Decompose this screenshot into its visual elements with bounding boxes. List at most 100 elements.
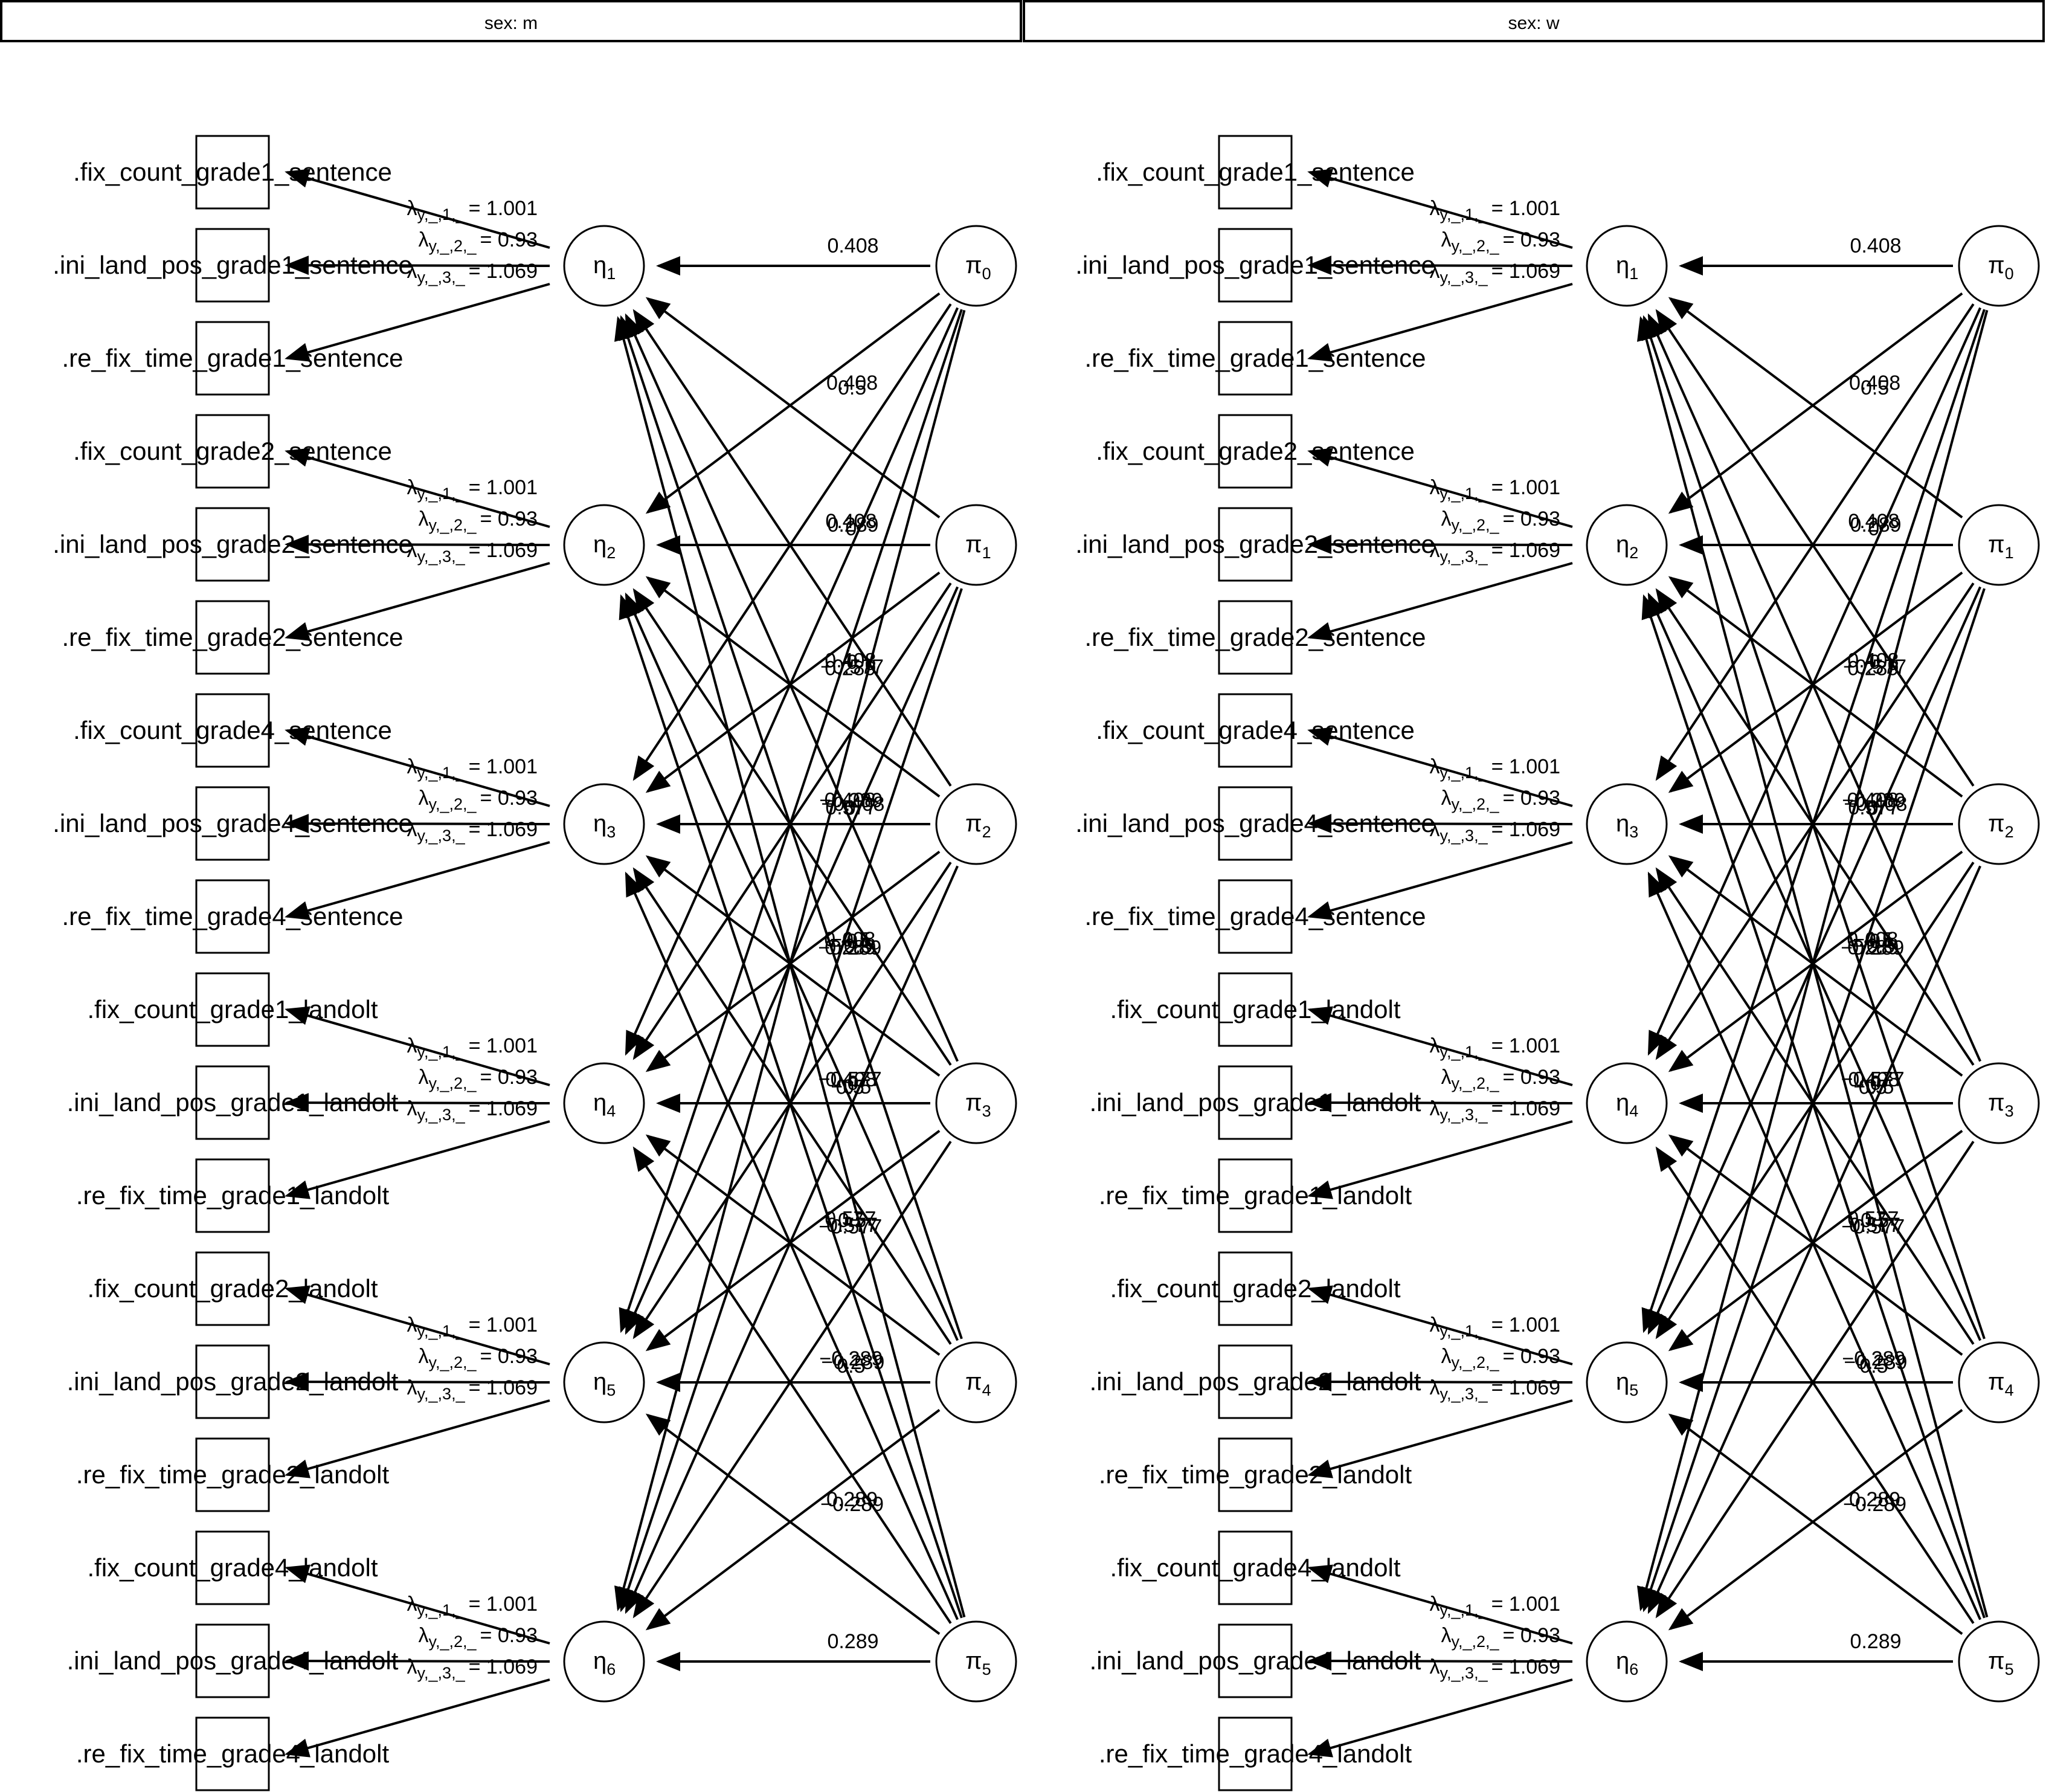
coef-label: 0.289 <box>1850 1630 1901 1653</box>
observed-label: .fix_count_grade1_sentence <box>1096 158 1415 186</box>
coef-label: 0.5 <box>838 376 866 399</box>
coef-label: 0.577 <box>1849 1214 1900 1237</box>
panel-1: sex: m .fix_count_grade1_sentence .ini_lan… <box>0 0 1022 1791</box>
coef-label: −0.408 <box>1844 793 1908 816</box>
loading-arrow <box>285 562 550 641</box>
loading-label: λy,_,2,_ = 0.93 <box>418 787 538 813</box>
pi-label: π2 <box>965 810 991 841</box>
coef-label: −0.577 <box>1841 1068 1905 1091</box>
pi-eta-arrow <box>614 316 966 1618</box>
pi-eta-arrow <box>1668 1129 1963 1352</box>
observed-box <box>195 600 270 675</box>
pi-eta-arrow <box>625 313 959 1062</box>
pi-node <box>1958 504 2040 586</box>
observed-label: .re_fix_time_grade2_sentence <box>1084 623 1426 651</box>
pi-eta-arrow <box>632 862 952 1339</box>
pi-eta-arrow <box>625 307 959 1056</box>
loading-label: λy,_,2,_ = 0.93 <box>1441 1624 1560 1651</box>
eta-label: η2 <box>593 531 616 562</box>
pi-label: π3 <box>965 1089 991 1120</box>
observed-label: .fix_count_grade1_landolt <box>1110 995 1400 1023</box>
pi-eta-arrow <box>1668 576 1963 798</box>
coef-label: 0.408 <box>827 234 878 257</box>
observed-box <box>195 972 270 1047</box>
pi-eta-arrow <box>1668 297 1963 519</box>
edges <box>285 169 966 1758</box>
coef-label: 0.289 <box>1847 657 1899 680</box>
coef-label: −0.408 <box>822 793 885 816</box>
observed-label: .fix_count_grade4_landolt <box>87 1553 378 1582</box>
eta-node <box>1586 504 1668 586</box>
coef-label: −0.289 <box>1842 789 1905 812</box>
observed-box <box>195 1158 270 1233</box>
pi-eta-arrow <box>1655 1141 1975 1619</box>
pi-node <box>935 1062 1017 1144</box>
coef-label: −0.5 <box>1853 1075 1894 1098</box>
coef-label: 0 <box>1869 930 1880 953</box>
pi-node <box>935 783 1017 865</box>
observed-label: .ini_land_pos_grade1_sentence <box>1075 251 1435 279</box>
pi-eta-arrow <box>1668 1413 1963 1635</box>
observed-box <box>1218 1251 1293 1326</box>
observed-box <box>195 1251 270 1326</box>
loading-arrow <box>1307 1120 1573 1199</box>
observed-label: .re_fix_time_grade2_landolt <box>76 1460 390 1489</box>
observed-label: .fix_count_grade4_sentence <box>73 716 392 744</box>
coef-label: −0.289 <box>818 936 881 959</box>
observed-box <box>195 786 270 861</box>
observed-box <box>1218 600 1293 675</box>
observed-label: .re_fix_time_grade4_landolt <box>76 1739 390 1768</box>
pi-eta-arrow <box>632 1146 952 1624</box>
pi-node <box>1958 1341 2040 1423</box>
loading-label: λy,_,3,_ = 1.069 <box>407 1376 538 1403</box>
loading-label: λy,_,1,_ = 1.001 <box>407 1313 538 1340</box>
coef-label: −0.289 <box>1841 936 1904 959</box>
coef-label: −0.577 <box>819 1068 882 1091</box>
observed-box <box>195 507 270 582</box>
eta-label: η1 <box>593 252 616 283</box>
coef-label: −0.5 <box>1855 935 1895 958</box>
loading-arrow <box>1307 562 1573 641</box>
observed-label: .re_fix_time_grade2_landolt <box>1099 1460 1412 1489</box>
loading-arrow <box>1307 1678 1573 1758</box>
coef-label: 0.5 <box>1861 1209 1889 1232</box>
pi-eta-arrow <box>645 576 941 798</box>
coef-label: 0.5 <box>1859 1355 1888 1378</box>
eta-node <box>563 1341 645 1423</box>
observed-label: .re_fix_time_grade4_sentence <box>62 902 403 930</box>
coef-label: 0.577 <box>1847 1208 1899 1231</box>
loading-arrow <box>285 1285 550 1365</box>
pi-eta-arrow <box>1647 313 1981 1062</box>
eta-node <box>563 783 645 865</box>
observed-box <box>195 1530 270 1605</box>
observed-box <box>195 1623 270 1698</box>
loading-label: λy,_,1,_ = 1.001 <box>407 1034 538 1061</box>
coef-label: 0.408 <box>1848 510 1899 533</box>
coef-label: 0.408 <box>825 788 876 811</box>
pi-label: π3 <box>1988 1089 2014 1120</box>
coef-label: −0.5 <box>831 1075 871 1098</box>
eta-label: η4 <box>1616 1089 1638 1120</box>
coef-label: 0 <box>1870 1072 1882 1095</box>
coef-label: −0.289 <box>819 789 883 812</box>
eta-label: η2 <box>1616 531 1638 562</box>
observed-label: .ini_land_pos_grade2_landolt <box>1090 1367 1421 1396</box>
loading-label: λy,_,3,_ = 1.069 <box>407 1097 538 1124</box>
loading-label: λy,_,3,_ = 1.069 <box>1430 818 1560 845</box>
coef-label: 0.289 <box>1850 514 1901 537</box>
loading-label: λy,_,2,_ = 0.93 <box>1441 1066 1560 1092</box>
coef-label: 0.408 <box>1848 1068 1899 1091</box>
loading-label: λy,_,3,_ = 1.069 <box>1430 260 1560 286</box>
pi-node <box>935 504 1017 586</box>
pi-node <box>935 1341 1017 1423</box>
pi-eta-arrow <box>1668 1134 1963 1356</box>
loading-label: λy,_,1,_ = 1.001 <box>407 197 538 224</box>
pi-eta-arrow <box>625 586 959 1335</box>
loading-label: λy,_,3,_ = 1.069 <box>1430 1097 1560 1124</box>
eta-label: η3 <box>1616 810 1638 841</box>
observed-box <box>195 1716 270 1791</box>
coef-label: −0.577 <box>1843 656 1906 678</box>
loading-arrow <box>285 535 550 555</box>
pi-node <box>1958 1062 2040 1144</box>
